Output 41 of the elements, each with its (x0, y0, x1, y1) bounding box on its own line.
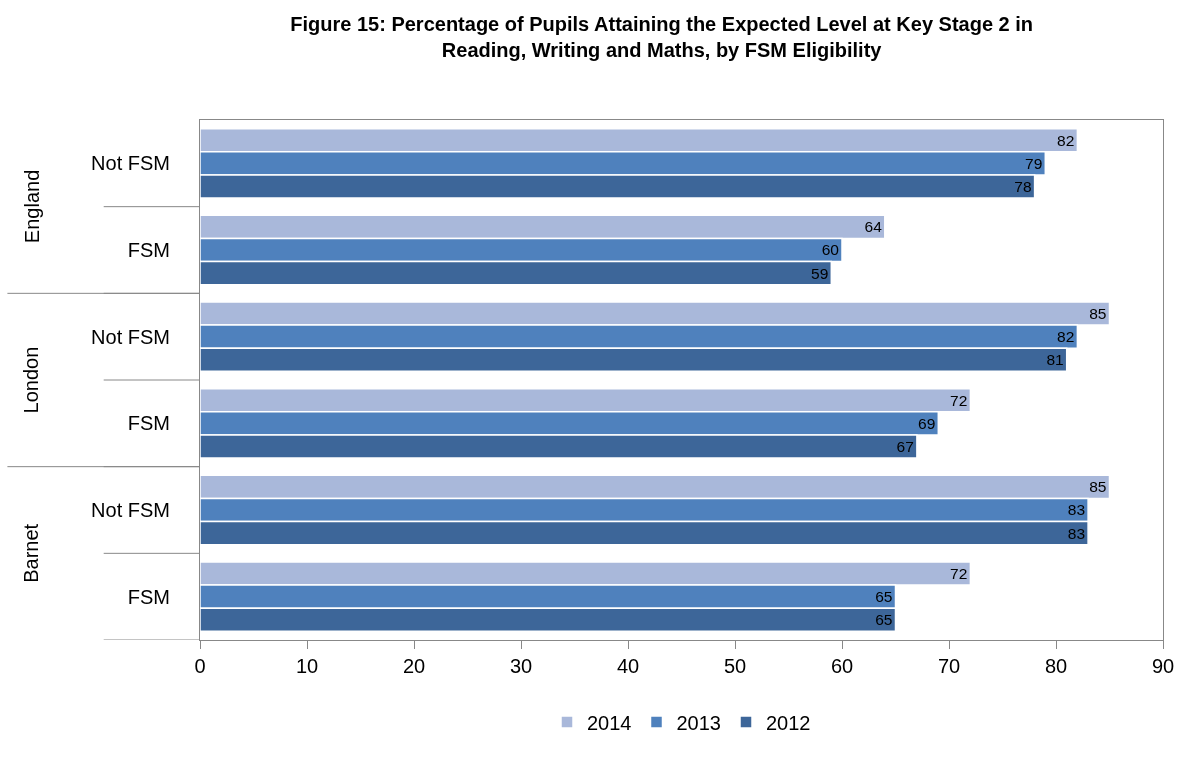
y-tick-label: FSM (127, 239, 170, 261)
legend-label: 2013 (676, 711, 721, 734)
x-tick-label: 40 (616, 655, 640, 677)
data-label: 67 (896, 437, 914, 455)
data-label: 69 (918, 414, 936, 432)
data-label: 72 (950, 565, 968, 582)
x-tick-label: 50 (723, 655, 747, 677)
chart-title: Figure 15: Percentage of Pupils Attaining the Expected Level at Key Stage 2 in Reading, Writing and Maths, by FSM Eligibility (290, 12, 1034, 61)
data-label: 82 (1057, 131, 1075, 149)
data-label: 72 (950, 391, 968, 409)
data-label: 79 (1025, 154, 1043, 172)
y-tick-label: Not FSM (91, 499, 170, 521)
text: England (20, 169, 43, 244)
x-tick-label: 60 (830, 655, 854, 677)
y-tick-label: Not FSM (91, 152, 170, 175)
data-label: 85 (1089, 478, 1107, 496)
legend-label: 2012 (766, 711, 811, 734)
data-label: 85 (1089, 305, 1107, 322)
y-tick-label: FSM (127, 412, 170, 435)
text: Barnet (20, 523, 43, 583)
data-label: 60 (821, 241, 840, 259)
data-label: 59 (811, 264, 829, 282)
x-tick-label: 90 (1151, 655, 1175, 677)
y-tick-label: Not FSM (91, 325, 170, 348)
x-tick-label: 10 (295, 655, 319, 677)
data-label: 65 (875, 611, 893, 629)
text: London (20, 346, 43, 414)
data-label: 82 (1057, 328, 1075, 346)
data-label: 83 (1067, 501, 1086, 519)
x-tick-label: 20 (402, 655, 426, 677)
data-label: 65 (875, 588, 893, 606)
x-tick-label: 70 (937, 655, 961, 677)
x-tick-label: 30 (509, 655, 533, 677)
data-label: 81 (1046, 351, 1064, 369)
data-label: 64 (864, 218, 883, 236)
x-tick-label: 80 (1044, 655, 1068, 677)
data-label: 83 (1067, 524, 1086, 542)
x-tick-label: 0 (194, 655, 206, 677)
y-tick-label: FSM (127, 585, 170, 608)
data-label: 78 (1014, 177, 1032, 195)
legend-label: 2014 (587, 711, 632, 734)
